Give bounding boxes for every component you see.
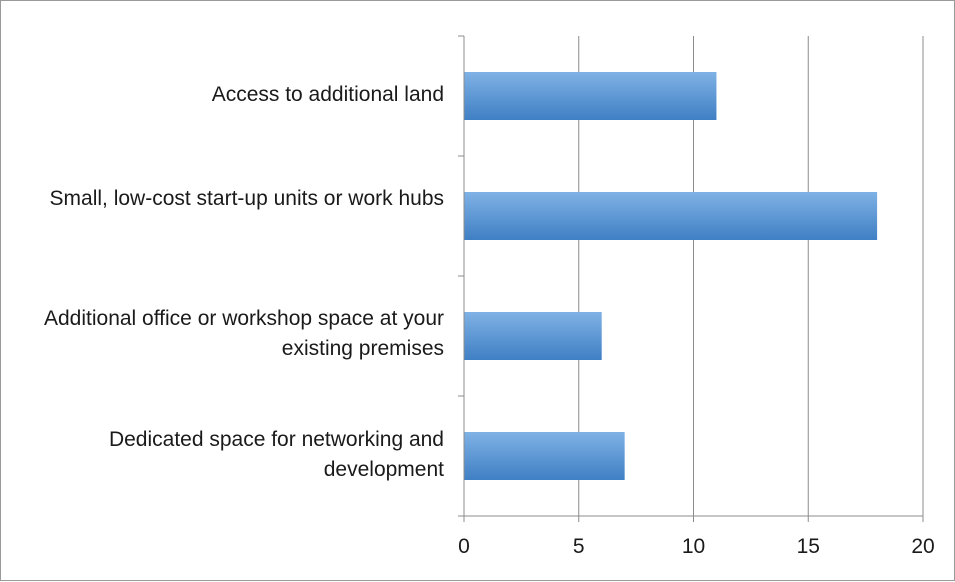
x-tick-label-5: 5 [573, 535, 585, 558]
bar-2 [464, 312, 602, 360]
bar-0 [464, 72, 717, 120]
category-label-access-to-additional-land: Access to additional land [211, 83, 444, 106]
x-tick-label-0: 0 [458, 535, 470, 558]
bars [464, 72, 878, 480]
category-label-small-start-up-units: Small, low-cost start-up units or work h… [49, 187, 444, 210]
x-tick-label-20: 20 [911, 535, 934, 558]
category-label-additional-office-space: Additional office or workshop space at y… [43, 307, 444, 360]
x-tick-label-15: 15 [797, 535, 820, 558]
x-tick-label-10: 10 [682, 535, 705, 558]
bar-3 [464, 432, 625, 480]
bar-1 [464, 192, 878, 240]
axes [458, 35, 924, 522]
category-label-networking-space: Dedicated space for networking and devel… [108, 428, 444, 481]
x-axis-tick-labels: 0 5 10 15 20 [458, 535, 935, 558]
